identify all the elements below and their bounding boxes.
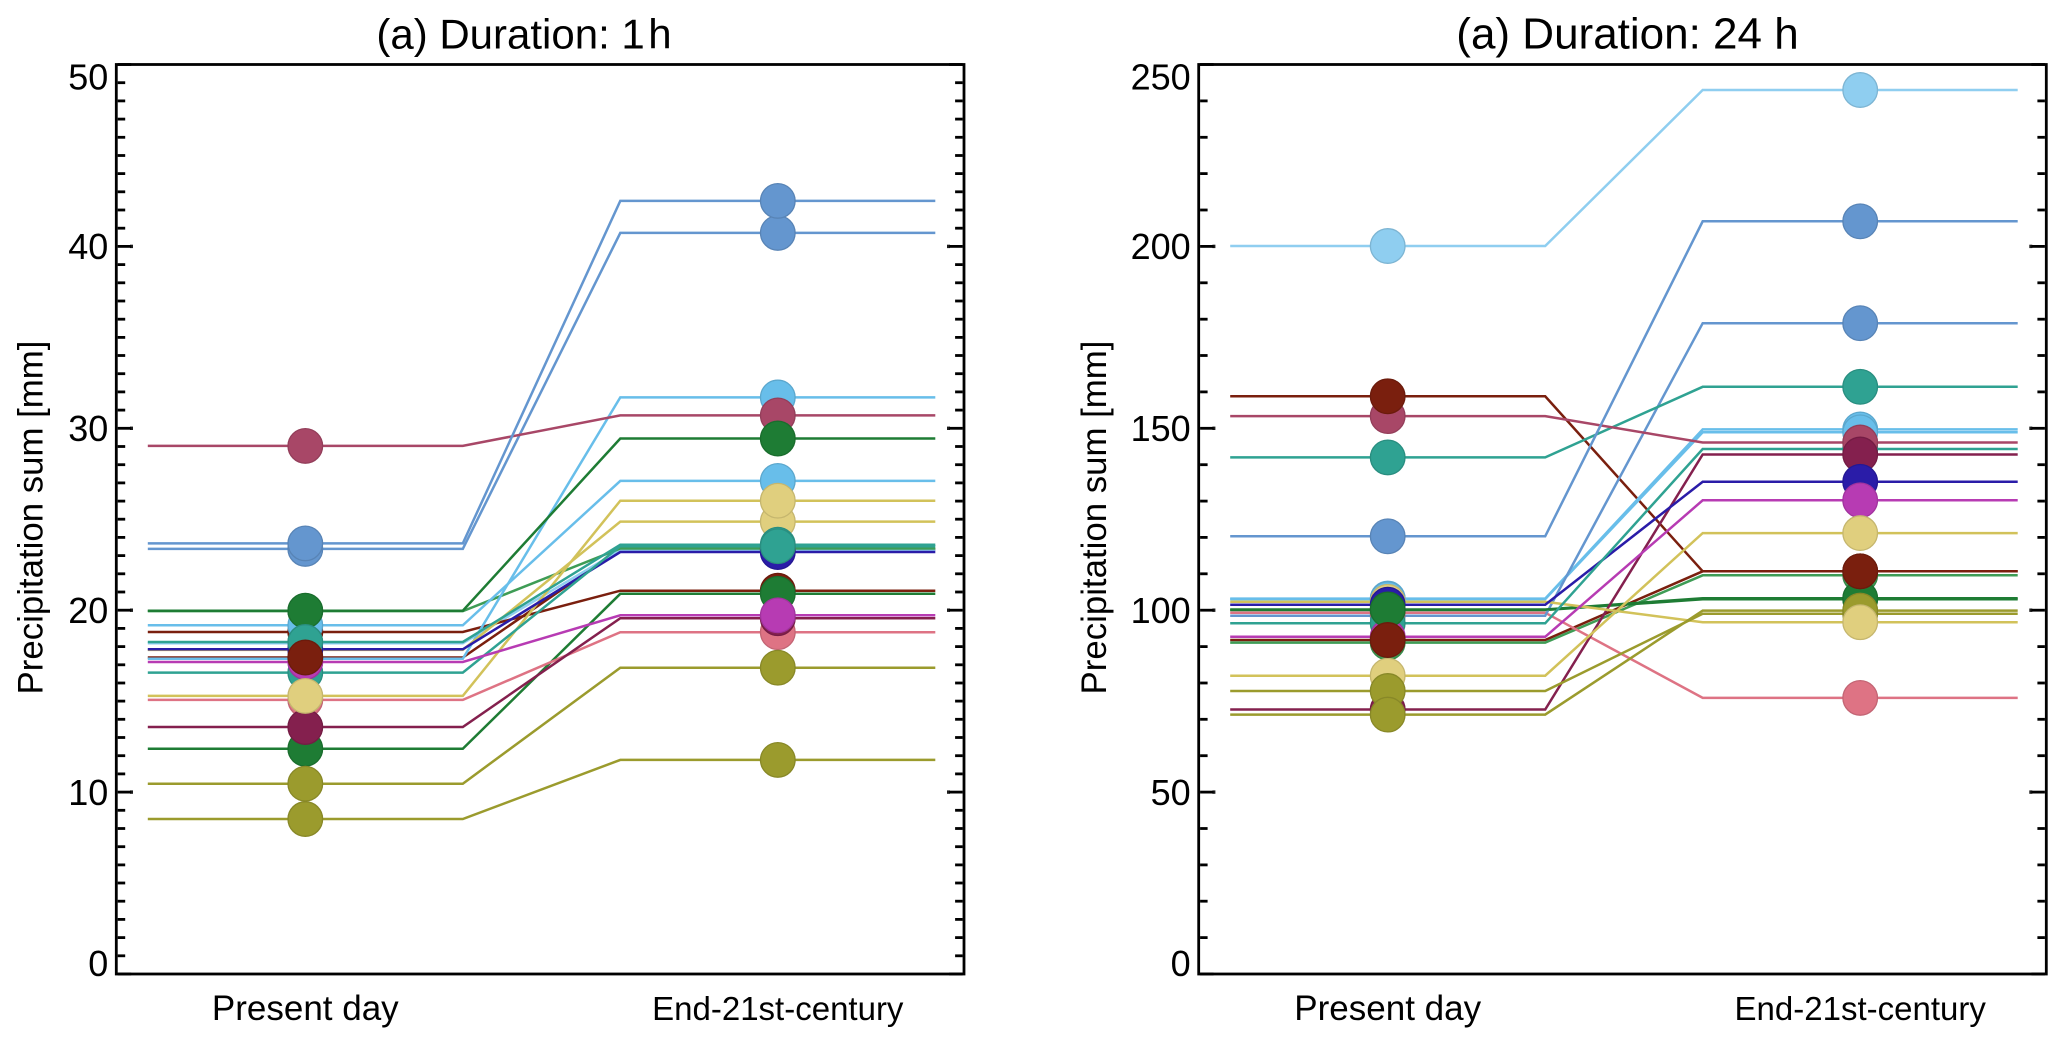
svg-text:250: 250 xyxy=(1131,56,1191,97)
svg-text:0: 0 xyxy=(1171,943,1191,984)
svg-text:0: 0 xyxy=(88,943,108,984)
svg-text:End-21st-century: End-21st-century xyxy=(1735,990,1987,1027)
svg-text:Precipitation sum [mm]: Precipitation sum [mm] xyxy=(1075,341,1114,695)
svg-text:100: 100 xyxy=(1131,590,1191,631)
svg-text:20: 20 xyxy=(68,590,108,631)
svg-text:End-21st-century: End-21st-century xyxy=(652,990,904,1027)
svg-text:40: 40 xyxy=(68,226,108,267)
svg-text:10: 10 xyxy=(68,772,108,813)
svg-text:200: 200 xyxy=(1131,226,1191,267)
svg-text:Precipitation sum [mm]: Precipitation sum [mm] xyxy=(12,341,51,695)
svg-text:30: 30 xyxy=(68,408,108,449)
svg-text:50: 50 xyxy=(1151,772,1191,813)
svg-text:(a) Duration: 1 h: (a) Duration: 1 h xyxy=(376,11,671,58)
svg-text:50: 50 xyxy=(68,56,108,97)
svg-text:(a) Duration: 24 h: (a) Duration: 24 h xyxy=(1456,10,1798,59)
svg-text:Present day: Present day xyxy=(1294,989,1481,1028)
svg-text:150: 150 xyxy=(1131,408,1191,449)
svg-text:Present day: Present day xyxy=(212,989,399,1028)
